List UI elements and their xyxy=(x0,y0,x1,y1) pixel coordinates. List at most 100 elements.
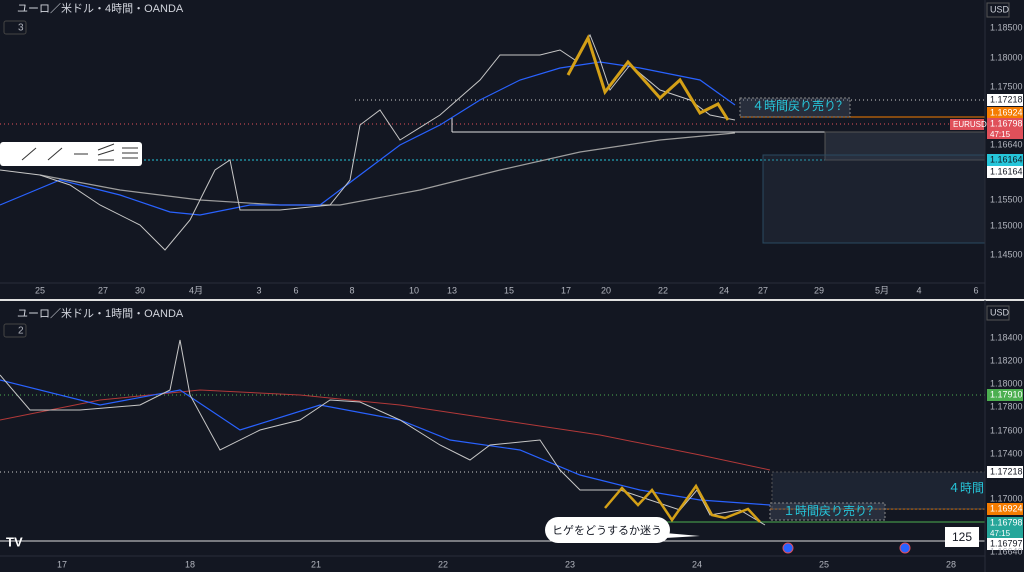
price-badge xyxy=(987,154,1023,166)
zone xyxy=(762,154,986,244)
ma-20 xyxy=(0,61,736,216)
ma-200 xyxy=(39,132,736,206)
price-badge xyxy=(987,166,1023,178)
time-label: 22 xyxy=(658,285,668,295)
price-label: 1.16798 xyxy=(990,118,1023,128)
price-label: 1.14500 xyxy=(990,249,1023,259)
drawing-toolbar[interactable] xyxy=(0,142,142,166)
time-label: 3 xyxy=(256,285,261,295)
time-label: 25 xyxy=(819,559,829,569)
time-label: 21 xyxy=(311,559,321,569)
time-label: 8 xyxy=(349,285,354,295)
note: ４時間戻り売り？ xyxy=(752,98,848,113)
time-label: 10 xyxy=(409,285,419,295)
badge[interactable] xyxy=(3,20,27,35)
wave xyxy=(604,483,761,523)
time-label: 27 xyxy=(758,285,768,295)
price-badge xyxy=(987,107,1023,119)
symbol-title: ユーロ／米ドル・4時間・OANDA xyxy=(17,2,184,15)
countdown-box xyxy=(987,130,1023,139)
price-label: 1.17600 xyxy=(990,425,1023,435)
currency: USD xyxy=(990,4,1010,14)
time-label: 22 xyxy=(438,559,448,569)
price-label: 1.16924 xyxy=(990,503,1023,513)
currency: USD xyxy=(990,307,1010,317)
price-badge xyxy=(987,538,1023,550)
time-label: 17 xyxy=(57,559,67,569)
price-label: 1.15500 xyxy=(990,194,1023,204)
time-label: 20 xyxy=(601,285,611,295)
price-label: 1.16797 xyxy=(990,538,1023,548)
note-box xyxy=(769,502,886,521)
price-label: 1.17218 xyxy=(990,466,1023,476)
price-badge xyxy=(987,503,1023,515)
price-label: 1.18000 xyxy=(990,52,1023,62)
time-label: 4 xyxy=(916,285,921,295)
price-label: 1.16164 xyxy=(990,154,1023,164)
time-label: 5月 xyxy=(875,285,889,295)
price-label: 1.17800 xyxy=(990,401,1023,411)
ma-200 xyxy=(0,389,771,471)
countdown: 47:15 xyxy=(990,529,1011,538)
countdown: 47:15 xyxy=(990,130,1011,139)
time-label: 24 xyxy=(692,559,702,569)
price-label: 1.18200 xyxy=(990,355,1023,365)
badge[interactable] xyxy=(3,323,27,338)
time-label: 23 xyxy=(565,559,575,569)
event-marker[interactable] xyxy=(782,542,794,554)
event-marker[interactable] xyxy=(899,542,911,554)
callout-text: ヒゲをどうするか迷う xyxy=(552,524,662,537)
wave xyxy=(566,34,730,121)
price-label: 1.15000 xyxy=(990,220,1023,230)
price-badge xyxy=(987,94,1023,106)
bottom-pane: １時間戻り売り？ ４時間 ヒゲをどうするか迷う 125 ユーロ／米ドル・1時間・… xyxy=(0,300,986,572)
price-label: 1.17910 xyxy=(990,389,1023,399)
time-label: 29 xyxy=(814,285,824,295)
price-label: 1.18400 xyxy=(990,332,1023,342)
symbol-title: ユーロ／米ドル・1時間・OANDA xyxy=(17,307,184,320)
price-label: 1.16924 xyxy=(990,107,1023,117)
time-label: 28 xyxy=(946,559,956,569)
time-label: 17 xyxy=(561,285,571,295)
price xyxy=(0,33,736,251)
time-label: 30 xyxy=(135,285,145,295)
note: １時間戻り売り？ xyxy=(783,503,879,518)
time-label: 24 xyxy=(719,285,729,295)
counter: 125 xyxy=(952,530,972,544)
price-label: 1.17000 xyxy=(990,493,1023,503)
price-label: 1.17500 xyxy=(990,81,1023,91)
note: ４時間 xyxy=(948,481,984,495)
price-label: 1.17400 xyxy=(990,448,1023,458)
price-label: 1.18000 xyxy=(990,378,1023,388)
price-badge xyxy=(987,517,1023,529)
time-label: 27 xyxy=(98,285,108,295)
time-label: 15 xyxy=(504,285,514,295)
top-pane: ４時間戻り売り？ ユーロ／米ドル・4時間・OANDA 3 xyxy=(0,0,986,300)
time-label: 6 xyxy=(293,285,298,295)
badge-label: 3 xyxy=(18,23,24,34)
price-badge xyxy=(987,466,1023,478)
price-label: 1.16640 xyxy=(990,139,1023,149)
countdown-box xyxy=(987,529,1023,538)
time-label: 6 xyxy=(973,285,978,295)
currency-box xyxy=(986,2,1010,18)
price xyxy=(0,339,766,526)
price-badge xyxy=(987,389,1023,401)
badge-label: 2 xyxy=(18,326,24,337)
logo: TV xyxy=(6,534,23,549)
time-label: 18 xyxy=(185,559,195,569)
symbol: EURUSD xyxy=(953,120,987,129)
callout xyxy=(545,517,670,543)
price-label: 1.16164 xyxy=(990,166,1023,176)
time-label: 25 xyxy=(35,285,45,295)
time-label: 13 xyxy=(447,285,457,295)
price-label: 1.16798 xyxy=(990,517,1023,527)
time-label: 4月 xyxy=(189,285,203,295)
symbol-badge xyxy=(950,119,984,130)
callout-tail xyxy=(665,533,700,538)
price-label: 1.16640 xyxy=(990,546,1023,556)
note-box xyxy=(739,97,851,118)
price-badge xyxy=(987,118,1023,130)
